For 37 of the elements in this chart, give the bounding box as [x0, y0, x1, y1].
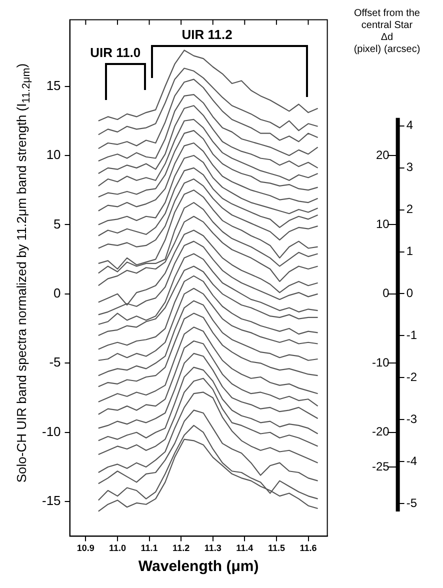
- y-tick-label: -10: [42, 424, 61, 439]
- x-tick-label: 11.5: [268, 543, 285, 554]
- x-tick-label: 11.0: [108, 543, 126, 554]
- y-tick-label: 10: [46, 147, 61, 162]
- y2-tick-label: -20: [372, 424, 390, 439]
- y-tick-label: 0: [54, 286, 61, 300]
- annotation: UIR 11.2: [180, 26, 234, 43]
- y3-tick-label: -5: [406, 496, 418, 510]
- text: Offset from the central Star: [353, 8, 421, 32]
- y2-tick-label: -25: [372, 459, 390, 474]
- y2-tick-label: -10: [372, 355, 390, 370]
- y3-tick-label: -4: [406, 454, 418, 468]
- text: Δd: [380, 32, 394, 44]
- x-tick-label: 11.2: [172, 543, 190, 554]
- y3-tick-label: -1: [406, 328, 418, 342]
- y3-tick-label: -2: [406, 370, 418, 384]
- y3-tick-label: 4: [406, 118, 414, 132]
- y2-axis-title: (pixel): [354, 44, 382, 56]
- x-tick-label: 11.1: [140, 543, 158, 554]
- x-tick-label: 11.3: [204, 543, 222, 554]
- y-tick-label: -5: [49, 354, 61, 370]
- y-tick-label: 5: [54, 216, 61, 232]
- x-tick-label: 11.4: [236, 543, 254, 554]
- annotation: UIR 11.0: [89, 44, 142, 61]
- y2-tick-label: 20: [376, 148, 390, 162]
- y-tick-label: 15: [46, 78, 61, 93]
- x-axis-title: Wavelength (μm): [138, 558, 259, 576]
- y3-tick-label: 1: [406, 244, 414, 258]
- y3-tick-label: -3: [406, 412, 418, 426]
- y3-axis-title: (arcsec): [384, 44, 420, 56]
- y3-tick-label: 2: [406, 202, 414, 216]
- x-tick-label: 10.9: [76, 543, 94, 554]
- y3-tick-label: 0: [406, 286, 414, 300]
- y-tick-label: -15: [42, 493, 61, 508]
- y2-tick-label: 10: [376, 217, 390, 232]
- y3-tick-label: 3: [406, 160, 414, 174]
- x-tick-label: 11.6: [300, 543, 317, 554]
